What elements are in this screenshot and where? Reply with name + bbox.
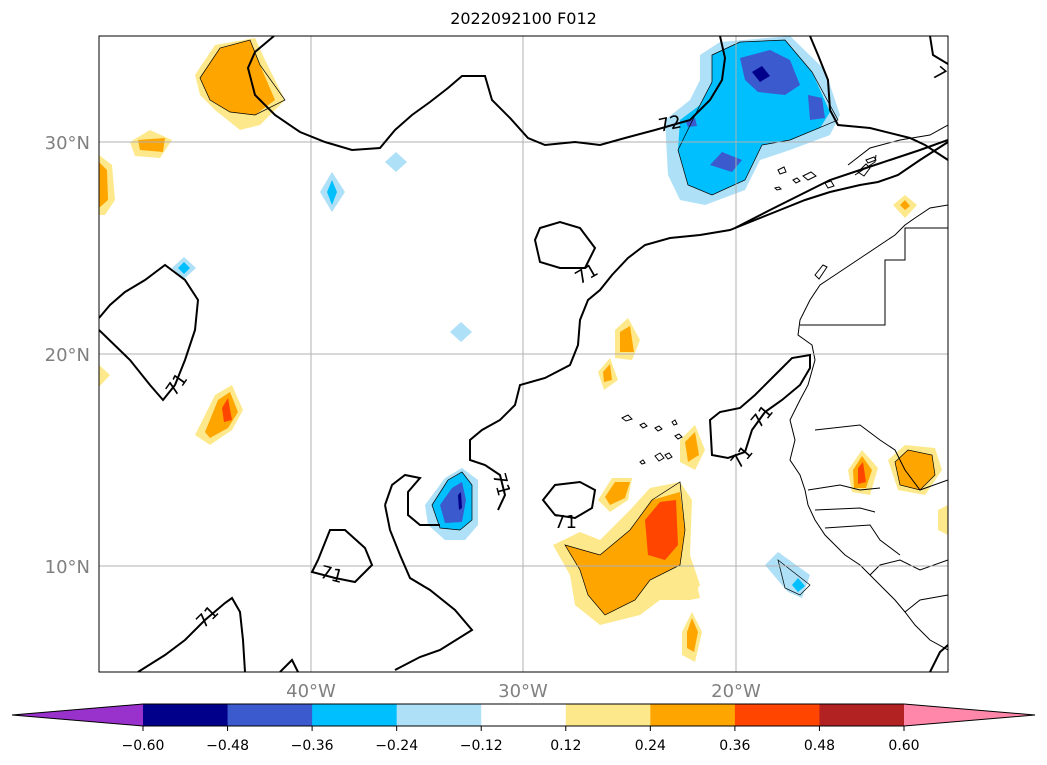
map-title: 2022092100 F012 [450,9,597,28]
colorbar: −0.60 −0.48 −0.36 −0.24 −0.12 0.12 0.24 0.36 0.4… [11,703,1036,754]
lat-label: 30°N [45,133,90,154]
colorbar-segment [734,704,820,726]
lat-label: 10°N [45,557,90,578]
colorbar-tick-label: −0.12 [460,738,503,754]
colorbar-segment [143,704,229,726]
colorbar-extend-low [12,704,143,726]
cool-anomaly-regions [172,36,840,598]
lon-label: 20°W [711,681,761,702]
colorbar-tick-label: 0.12 [550,738,581,754]
colorbar-segment [227,704,313,726]
contour-label: 72 [657,111,684,136]
lon-label: 30°W [498,681,548,702]
colorbar-tick-label: −0.24 [375,738,418,754]
longitude-labels: 40°W 30°W 20°W [286,681,761,702]
coastlines [621,124,948,651]
colorbar-segment [481,704,567,726]
colorbar-tick-label: −0.60 [122,738,165,754]
colorbar-tick-label: 0.36 [719,738,750,754]
colorbar-segment [650,704,736,726]
map-area: 71 71 71 71 71 71 71 72 7 71 [99,36,948,672]
colorbar-segment [312,704,398,726]
colorbar-tick-label: 0.60 [888,738,919,754]
colorbar-tick-label: 0.48 [804,738,835,754]
gridlines [99,36,948,672]
contour-label: 71 [554,512,577,533]
colorbar-segment [565,704,651,726]
colorbar-tick-label: −0.36 [291,738,334,754]
map-frame [98,35,949,673]
colorbar-segment [396,704,482,726]
colorbar-tick-label: 0.24 [635,738,666,754]
lon-label: 40°W [286,681,336,702]
colorbar-extend-high [904,704,1035,726]
warm-anomaly-regions [99,38,948,662]
colorbar-tick-label: −0.48 [206,738,249,754]
height-contours [99,36,948,672]
colorbar-segment [819,704,905,726]
lat-label: 20°N [45,345,90,366]
latitude-labels: 30°N 20°N 10°N [45,133,90,578]
